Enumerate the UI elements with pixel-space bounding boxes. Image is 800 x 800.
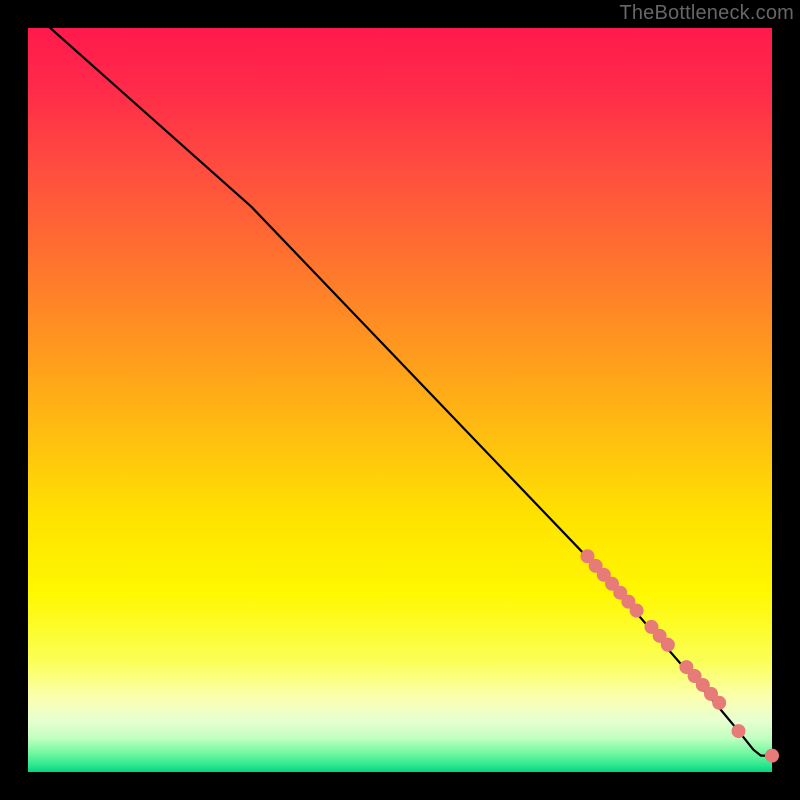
chart-marker: [766, 749, 779, 762]
chart-marker: [661, 638, 674, 651]
watermark-text: TheBottleneck.com: [619, 2, 794, 25]
chart-marker: [713, 696, 726, 709]
chart-marker: [732, 725, 745, 738]
bottleneck-chart: [0, 0, 800, 800]
chart-marker: [630, 604, 643, 617]
chart-plot-area: [28, 28, 772, 772]
chart-stage: TheBottleneck.com: [0, 0, 800, 800]
